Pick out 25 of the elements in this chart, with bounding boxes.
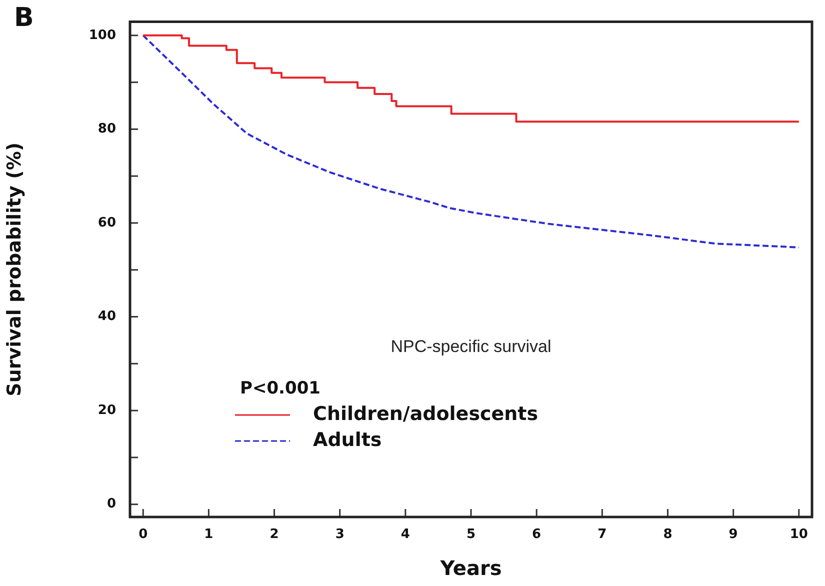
x-tick-label: 2 [270, 527, 279, 542]
legend-label: Children/adolescents [313, 402, 538, 425]
annotation: NPC-specific survival [390, 336, 552, 356]
y-tick-label: 100 [88, 28, 116, 43]
legend-title: P<0.001 [240, 378, 320, 398]
y-tick-label: 0 [106, 496, 116, 512]
x-tick-label: 5 [466, 527, 476, 542]
x-axis-title: Years [439, 556, 502, 580]
x-tick-label: 10 [790, 527, 808, 542]
y-tick-label: 40 [98, 309, 116, 324]
x-tick-label: 7 [598, 527, 607, 542]
line-series [142, 34, 800, 248]
x-tick-label: 8 [663, 527, 672, 542]
x-tick-label: 3 [335, 527, 344, 542]
y-axis-title: Survival probability (%) [3, 142, 26, 396]
text: B [14, 2, 34, 33]
y-tick-label: 60 [98, 215, 116, 230]
legend-label: Adults [313, 428, 382, 451]
x-tick-label: 1 [204, 527, 214, 542]
x-tick-label: 6 [532, 527, 542, 542]
x-tick-label: 9 [728, 527, 738, 542]
y-tick-label: 80 [98, 122, 116, 137]
y-tick-label: 20 [98, 402, 116, 418]
x-tick-label: 4 [400, 527, 410, 542]
x-tick-label: 0 [138, 527, 148, 542]
